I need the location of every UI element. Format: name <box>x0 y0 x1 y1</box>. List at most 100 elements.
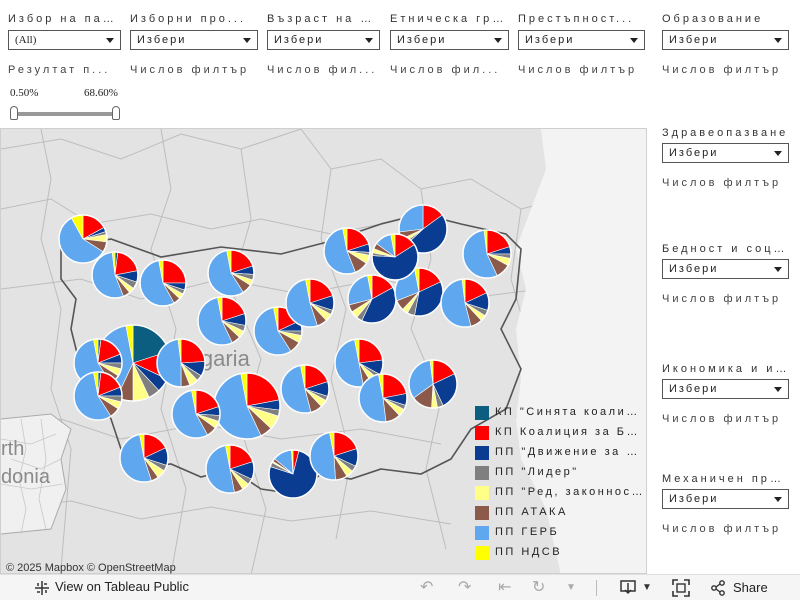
district-pie[interactable] <box>323 227 371 275</box>
pie-marks[interactable] <box>58 204 512 499</box>
download-dropdown-icon[interactable]: ▼ <box>642 582 652 593</box>
filter-label-ethnic: Етническа гр... <box>390 13 509 25</box>
pie-outline <box>156 338 206 388</box>
chevron-down-icon[interactable] <box>106 38 114 43</box>
pie-outline <box>309 431 359 481</box>
pie-outline <box>280 364 330 414</box>
filter-dropdown-ethnic[interactable]: Избери <box>390 30 509 50</box>
legend-swatch <box>475 546 489 560</box>
slider-min-handle[interactable] <box>10 106 18 120</box>
district-pie[interactable] <box>371 233 419 281</box>
district-pie[interactable] <box>408 359 458 409</box>
district-pie[interactable] <box>347 274 397 324</box>
district-pie[interactable] <box>213 372 281 440</box>
slider-max-value: 68.60% <box>84 87 118 99</box>
view-on-tableau-public-link[interactable]: View on Tableau Public <box>55 579 189 594</box>
filter-dropdown-education[interactable]: Избери <box>662 30 789 50</box>
district-pie[interactable] <box>280 364 330 414</box>
legend-item[interactable]: ПП НДСВ <box>475 545 650 561</box>
legend-item[interactable]: ПП "Лидер" <box>475 465 650 481</box>
chevron-down-icon[interactable] <box>630 38 638 43</box>
chevron-down-icon[interactable] <box>774 497 782 502</box>
legend-label: ПП АТАКА <box>495 506 568 518</box>
download-icon[interactable] <box>620 580 638 596</box>
filter-label-health: Здравеопазване <box>662 127 789 139</box>
legend-item[interactable]: ПП АТАКА <box>475 505 650 521</box>
legend-item[interactable]: ПП ГЕРБ <box>475 525 650 541</box>
filter-value-migration: Избери <box>669 493 719 505</box>
chevron-down-icon[interactable] <box>243 38 251 43</box>
chevron-down-icon[interactable] <box>774 387 782 392</box>
district-pie[interactable] <box>73 371 123 421</box>
district-pie[interactable] <box>156 338 206 388</box>
filter-dropdown-districts[interactable]: Избери <box>130 30 258 50</box>
chevron-down-icon[interactable] <box>494 38 502 43</box>
filter-dropdown-economy[interactable]: Избери <box>662 379 789 399</box>
slider-track[interactable] <box>14 112 118 116</box>
map-view[interactable]: lgaria rth donia <box>0 128 647 574</box>
filter-dropdown-crime[interactable]: Избери <box>518 30 645 50</box>
district-pie[interactable] <box>462 229 512 279</box>
district-pie[interactable] <box>285 278 335 328</box>
district-pie[interactable] <box>268 449 318 499</box>
legend-label: ПП "Движение за права и свободи" <box>495 446 645 458</box>
chevron-down-icon[interactable] <box>774 151 782 156</box>
refresh-dropdown-icon[interactable]: ▼ <box>566 582 576 593</box>
pie-outline <box>323 227 371 275</box>
district-pie[interactable] <box>58 214 108 264</box>
share-icon[interactable] <box>710 580 726 596</box>
filter-dropdown-poverty[interactable]: Избери <box>662 259 789 279</box>
pie-outline <box>408 359 458 409</box>
filter-sublabel-crime: Числов филтър <box>518 64 638 76</box>
pie-outline <box>334 338 384 388</box>
refresh-icon[interactable]: ↻ <box>532 579 546 596</box>
chevron-down-icon[interactable] <box>774 38 782 43</box>
filter-value-education: Избери <box>669 34 719 46</box>
district-pie[interactable] <box>205 444 255 494</box>
legend-swatch <box>475 466 489 480</box>
pie-outline <box>205 444 255 494</box>
district-pie[interactable] <box>440 278 490 328</box>
district-pie[interactable] <box>394 267 444 317</box>
district-pie[interactable] <box>91 251 139 299</box>
pie-outline <box>73 371 123 421</box>
tableau-logo-icon[interactable] <box>34 580 50 596</box>
filter-dropdown-age[interactable]: Избери <box>267 30 380 50</box>
district-pie[interactable] <box>139 259 187 307</box>
pie-outline <box>358 373 408 423</box>
filter-dropdown-election[interactable]: (All) <box>8 30 121 50</box>
district-pie[interactable] <box>253 306 303 356</box>
district-pie[interactable] <box>207 249 255 297</box>
legend-item[interactable]: КП "Синята коалиция" <box>475 405 650 421</box>
map-canvas[interactable]: lgaria rth donia <box>1 129 647 574</box>
legend-item[interactable]: ПП "Движение за права и свободи" <box>475 445 650 461</box>
revert-icon[interactable]: ⇤ <box>498 579 512 596</box>
district-pie[interactable] <box>358 373 408 423</box>
pie-outline <box>285 278 335 328</box>
district-pie[interactable] <box>119 433 169 483</box>
filter-label-crime: Престъпност... <box>518 13 635 25</box>
filter-value-age: Избери <box>274 34 324 46</box>
redo-icon[interactable]: ↷ <box>458 579 472 596</box>
share-button[interactable]: Share <box>733 580 768 595</box>
black-sea <box>516 129 646 573</box>
filter-dropdown-health[interactable]: Избери <box>662 143 789 163</box>
slider-max-handle[interactable] <box>112 106 120 120</box>
pie-outline <box>197 296 247 346</box>
legend-item[interactable]: КП Коалиция за България <box>475 425 650 441</box>
district-pie[interactable] <box>171 389 221 439</box>
chevron-down-icon[interactable] <box>774 267 782 272</box>
chevron-down-icon[interactable] <box>365 38 373 43</box>
filter-label-districts: Изборни про... <box>130 13 246 25</box>
fullscreen-icon[interactable] <box>672 579 690 597</box>
filter-label-age: Възраст на на... <box>267 13 380 25</box>
legend-label: ПП НДСВ <box>495 546 563 558</box>
pie-outline <box>139 259 187 307</box>
filter-dropdown-migration[interactable]: Избери <box>662 489 789 509</box>
filter-sublabel-districts: Числов филтър <box>130 64 250 76</box>
legend-item[interactable]: ПП "Ред, законност и справедливост" <box>475 485 650 501</box>
district-pie[interactable] <box>309 431 359 481</box>
filter-value-crime: Избери <box>525 34 575 46</box>
undo-icon[interactable]: ↶ <box>420 579 434 596</box>
district-pie[interactable] <box>197 296 247 346</box>
